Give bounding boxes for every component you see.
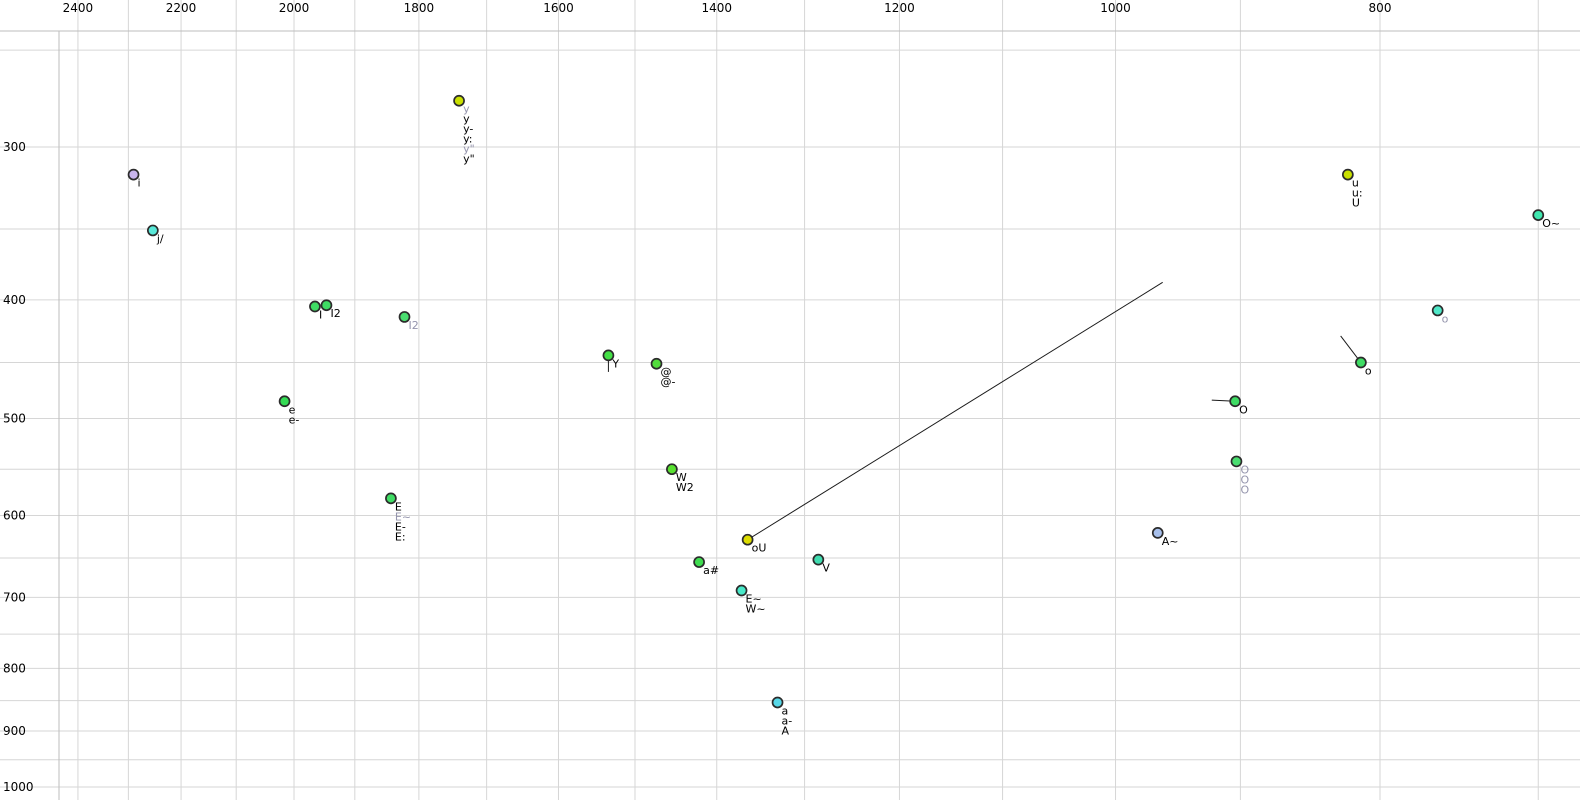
- data-point-dot-j/: [146, 224, 159, 237]
- data-point-label-e: e-: [289, 413, 300, 426]
- data-point-label-W: W: [676, 471, 687, 484]
- data-point-dot-u: [1341, 168, 1354, 181]
- x-tick-label: 2000: [279, 1, 310, 15]
- data-point-dot-@: [650, 357, 663, 370]
- data-point-label-a#: a#: [703, 564, 719, 577]
- data-point-label-oU: oU: [752, 542, 767, 555]
- data-point-label-u: U: [1352, 197, 1360, 210]
- data-point-dot-Y: [602, 349, 615, 362]
- data-point-label-y: y:: [463, 133, 472, 146]
- data-point-label-E: E:: [395, 530, 406, 543]
- x-tick-label: 2200: [166, 1, 197, 15]
- x-tick-label: 2400: [63, 1, 94, 15]
- x-tick-label: 1200: [884, 1, 915, 15]
- y-tick-label: 800: [3, 661, 26, 675]
- data-point-dot-o-alt: [1431, 304, 1444, 317]
- data-point-label-y: y-: [463, 123, 473, 136]
- data-point-label-E~: W~: [746, 603, 766, 616]
- x-tick-label: 1000: [1100, 1, 1131, 15]
- data-point-dot-O: [1229, 395, 1241, 408]
- data-point-dot-E~: [735, 584, 748, 597]
- data-point-label-y: y": [463, 143, 475, 156]
- data-point-label-o-alt: o: [1442, 312, 1449, 325]
- data-point-label-I2-alt: I2: [408, 319, 418, 332]
- y-tick-label: 500: [3, 412, 26, 426]
- data-point-label-j/: j/: [156, 232, 164, 245]
- data-point-label-E~: E~: [746, 593, 762, 606]
- data-point-dot-A~: [1151, 527, 1164, 539]
- y-tick-label: 900: [3, 724, 26, 738]
- data-point-label-V: V: [822, 562, 830, 575]
- data-point-dot-o: [1355, 356, 1367, 369]
- data-point-label-O-alt: O: [1240, 483, 1249, 496]
- data-point-label-a: a-: [782, 714, 793, 727]
- data-point-dot-I: [309, 300, 321, 313]
- data-point-label-E: E: [395, 500, 402, 513]
- data-point-dot-I2: [320, 299, 333, 312]
- data-point-label-O-alt: O: [1240, 473, 1249, 486]
- data-point-label-O-alt: O: [1240, 463, 1249, 476]
- data-point-label-@: @-: [661, 376, 676, 389]
- x-tick-label: 1800: [404, 1, 435, 15]
- data-point-label-o: o: [1365, 365, 1372, 378]
- data-point-label-Y: Y: [611, 357, 619, 370]
- y-tick-label: 1000: [3, 780, 34, 794]
- data-point-label-@: @: [661, 366, 672, 379]
- data-point-dot-I2-alt: [398, 311, 411, 323]
- data-point-dot-V: [812, 553, 825, 566]
- x-tick-label: 1400: [701, 1, 732, 15]
- data-point-label-y: y: [463, 103, 470, 116]
- data-point-dot-O-alt: [1230, 455, 1243, 468]
- data-point-label-y: y: [463, 113, 470, 126]
- data-point-label-O: O: [1239, 403, 1248, 416]
- data-point-label-E: E-: [395, 520, 406, 533]
- data-point-label-W: W2: [676, 481, 694, 494]
- data-point-label-a: A: [782, 724, 790, 737]
- y-tick-label: 400: [3, 293, 26, 307]
- x-tick-label: 1600: [543, 1, 574, 15]
- data-point-dot-oU: [741, 533, 754, 546]
- trajectory-line-oU: [747, 281, 1163, 541]
- data-point-dot-O~: [1532, 209, 1545, 221]
- data-point-dot-E: [385, 492, 397, 505]
- y-tick-label: 600: [3, 508, 26, 522]
- data-point-dot-y: [453, 94, 465, 107]
- data-point-label-e: e: [289, 403, 296, 416]
- data-point-label-a: a: [782, 704, 789, 717]
- data-point-label-u: u: [1352, 177, 1359, 190]
- data-point-label-I: I: [319, 309, 322, 322]
- data-point-label-O~: O~: [1542, 217, 1560, 230]
- data-point-dot-i: [127, 168, 140, 181]
- data-point-label-E: E~: [395, 510, 411, 523]
- data-point-dot-a#: [693, 556, 705, 568]
- data-point-label-I2: I2: [330, 307, 340, 320]
- y-tick-label: 300: [3, 140, 26, 154]
- data-point-dot-a: [771, 696, 784, 709]
- x-tick-label: 800: [1369, 1, 1392, 15]
- data-point-label-u: u:: [1352, 187, 1363, 200]
- data-point-dot-W: [666, 463, 678, 476]
- data-point-label-y: y": [463, 153, 475, 166]
- y-tick-label: 700: [3, 590, 26, 604]
- data-point-label-A~: A~: [1162, 535, 1179, 548]
- data-point-dot-e: [278, 395, 291, 408]
- data-point-label-i: i: [138, 177, 141, 190]
